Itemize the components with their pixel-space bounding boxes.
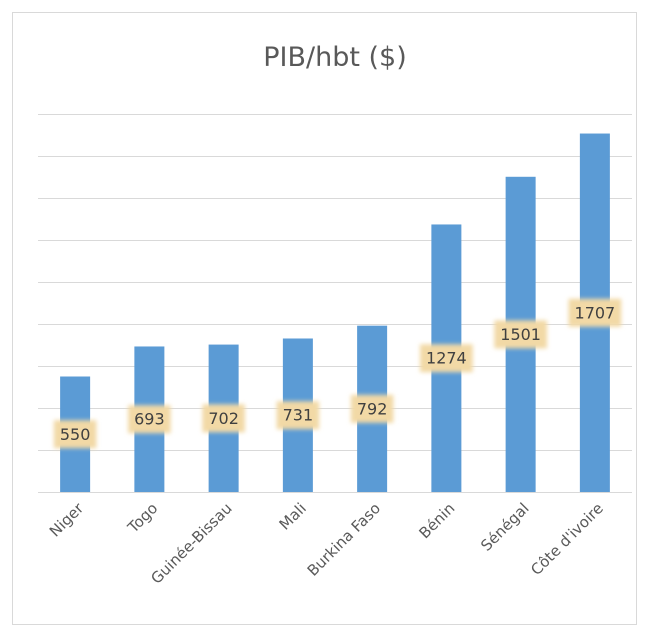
data-label-box <box>420 344 473 373</box>
data-label-box <box>276 401 320 430</box>
data-label: 731 <box>283 406 314 425</box>
data-label-group: 1274 <box>420 344 473 373</box>
data-label-box <box>53 420 97 449</box>
chart-title: PIB/hbt ($) <box>263 42 407 73</box>
data-label-box <box>202 404 245 433</box>
data-label-box <box>128 405 171 434</box>
data-label-group: 550 <box>53 420 97 449</box>
data-label-group: 1501 <box>494 320 547 349</box>
data-label: 1501 <box>500 325 541 344</box>
data-label: 702 <box>208 409 239 428</box>
chart-border <box>12 12 637 625</box>
data-label-box <box>568 298 622 327</box>
data-label-group: 1707 <box>568 298 622 327</box>
data-label-group: 702 <box>202 404 245 433</box>
data-label-box <box>350 394 394 423</box>
data-label-group: 731 <box>276 401 320 430</box>
data-label: 693 <box>134 410 165 429</box>
data-label: 550 <box>60 425 91 444</box>
data-label-group: 792 <box>350 394 394 423</box>
data-label-group: 693 <box>128 405 171 434</box>
data-label: 1707 <box>575 303 616 322</box>
data-label: 1274 <box>426 349 467 368</box>
data-label: 792 <box>357 399 388 418</box>
data-label-box <box>494 320 547 349</box>
